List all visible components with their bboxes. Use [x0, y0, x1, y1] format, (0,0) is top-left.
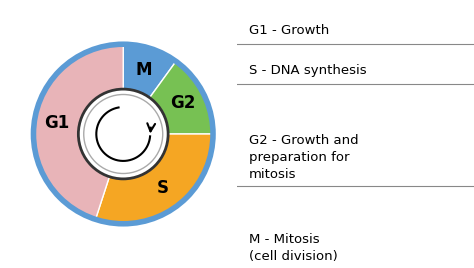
Text: G2: G2	[171, 94, 196, 113]
Wedge shape	[34, 44, 123, 219]
Text: M: M	[136, 61, 152, 79]
Text: G1: G1	[44, 114, 69, 132]
Circle shape	[78, 89, 168, 179]
Text: S: S	[157, 180, 169, 198]
Wedge shape	[150, 61, 213, 134]
Wedge shape	[123, 44, 176, 98]
Text: G1 - Growth: G1 - Growth	[249, 24, 329, 37]
Text: S - DNA synthesis: S - DNA synthesis	[249, 64, 366, 77]
Wedge shape	[95, 134, 213, 224]
Text: G2 - Growth and
preparation for
mitosis: G2 - Growth and preparation for mitosis	[249, 134, 358, 181]
Text: M - Mitosis
(cell division): M - Mitosis (cell division)	[249, 233, 337, 263]
